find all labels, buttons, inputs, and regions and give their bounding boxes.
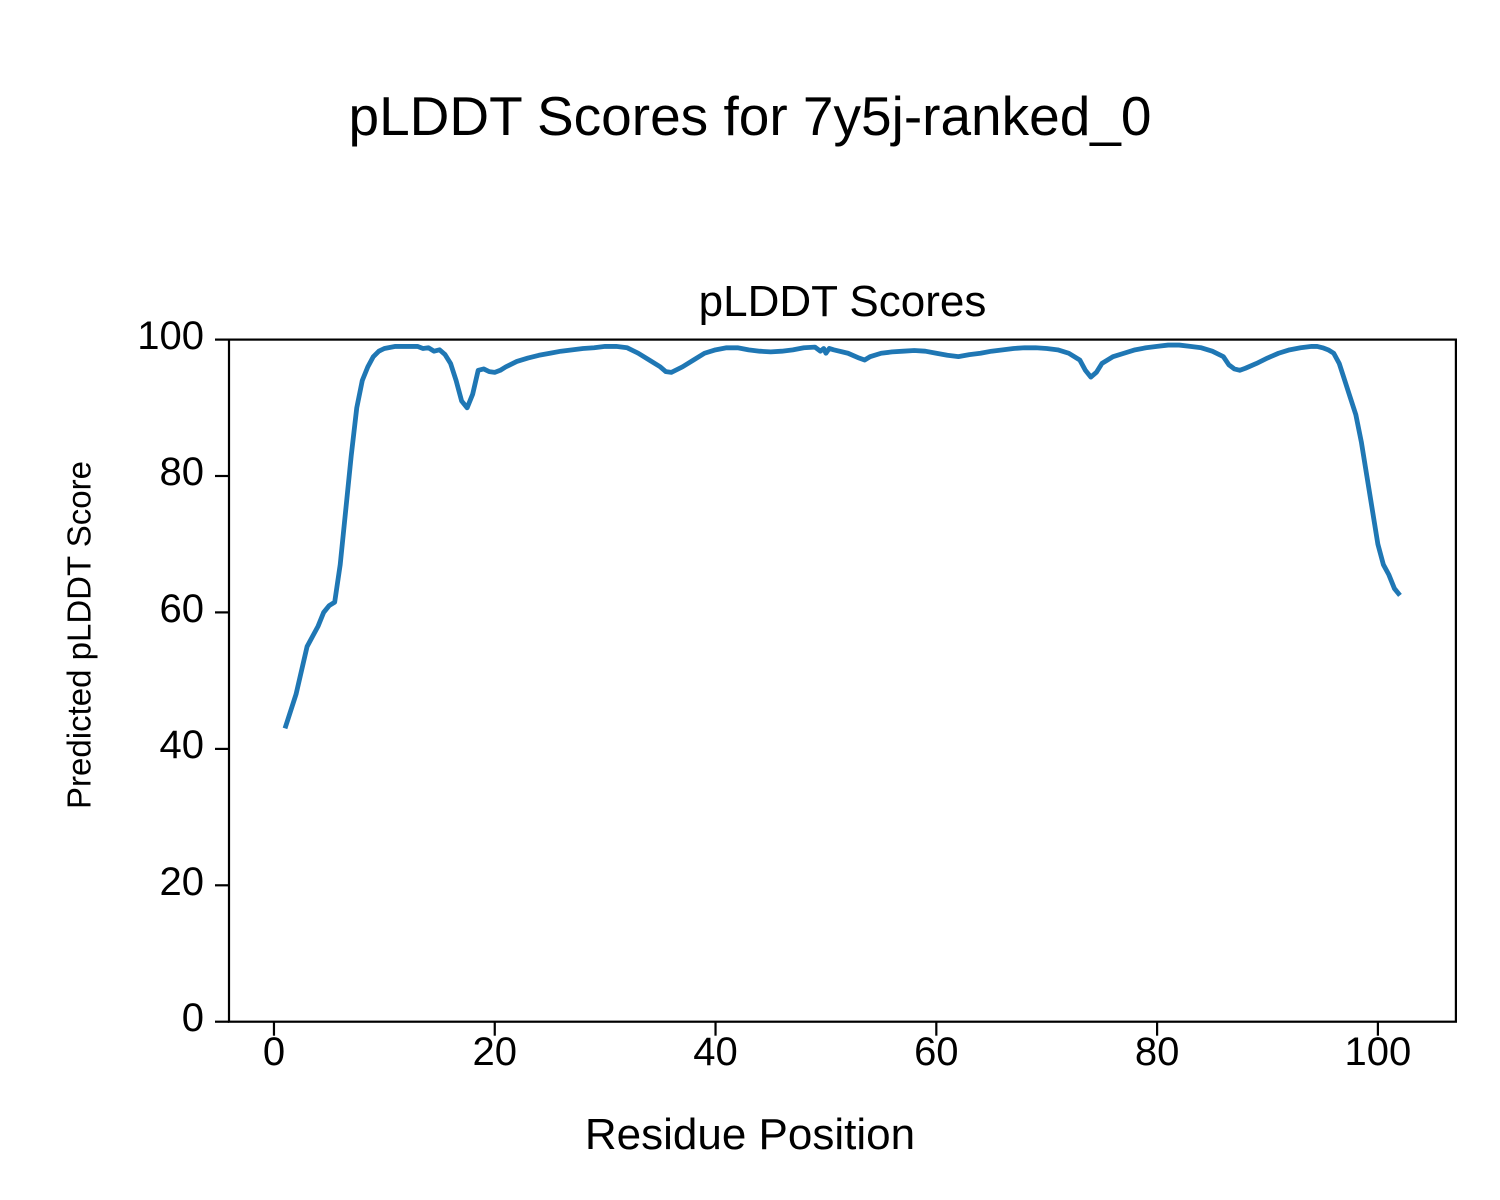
svg-text:40: 40: [160, 723, 205, 767]
svg-text:80: 80: [1135, 1030, 1180, 1074]
svg-text:60: 60: [160, 587, 205, 631]
svg-text:20: 20: [160, 860, 205, 904]
svg-text:80: 80: [160, 450, 205, 494]
svg-text:0: 0: [182, 996, 204, 1040]
svg-text:60: 60: [914, 1030, 959, 1074]
svg-text:0: 0: [263, 1030, 285, 1074]
svg-text:100: 100: [137, 314, 204, 358]
svg-text:20: 20: [473, 1030, 518, 1074]
svg-text:40: 40: [693, 1030, 738, 1074]
svg-text:100: 100: [1345, 1030, 1412, 1074]
